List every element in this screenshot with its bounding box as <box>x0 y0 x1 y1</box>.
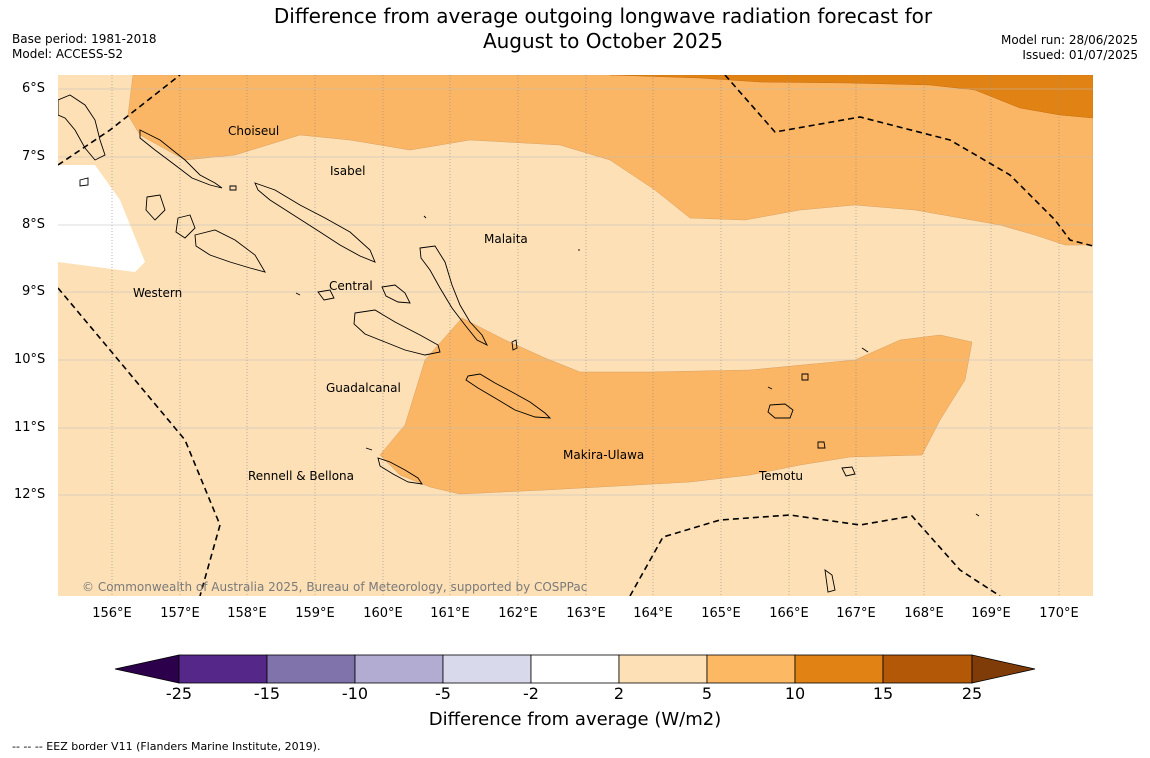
florida-islands <box>381 284 411 304</box>
lon-label-157e: 157°E <box>160 606 200 621</box>
region-label-rennell-bellona: Rennell & Bellona <box>248 469 355 483</box>
region-label-temotu: Temotu <box>759 469 804 483</box>
guadalcanal-island <box>353 309 441 356</box>
lat-label-12s: 12°S <box>14 487 46 502</box>
vella-lavella-island <box>145 194 166 221</box>
colorbar-segment-neg5-neg2 <box>442 654 532 684</box>
colorbar-segment-neg25-neg15 <box>178 654 268 684</box>
region-label-malaita: Malaita <box>484 232 528 246</box>
lat-label-9s: 9°S <box>22 284 46 299</box>
region-label-central: Central <box>329 279 373 293</box>
colorbar-segment-15-25 <box>882 654 973 684</box>
lat-label-7s: 7°S <box>22 149 46 164</box>
colorbar-segment-neg10-neg5 <box>354 654 444 684</box>
colorbar-segment-10-15 <box>794 654 884 684</box>
bougainville-coast <box>58 94 106 161</box>
small-island-2 <box>229 185 237 191</box>
base-period: Base period: 1981-2018 <box>12 32 157 46</box>
colorbar-segment-2-5 <box>618 654 708 684</box>
band-10-15-north <box>609 75 1093 119</box>
colorbar-tick-25: 25 <box>961 684 983 703</box>
near-average-patch <box>58 75 145 272</box>
new-georgia-island <box>175 214 196 239</box>
lon-label-169e: 169°E <box>971 606 1011 621</box>
eez-legend-note: -- -- -- EEZ border V11 (Flanders Marine… <box>12 740 321 753</box>
model-run: Model run: 28/06/2025 <box>1000 33 1138 47</box>
colorbar-extend-low <box>114 654 180 684</box>
colorbar-tick-neg25: -25 <box>165 684 193 703</box>
lon-label-166e: 166°E <box>769 606 809 621</box>
eez-border <box>58 75 1093 596</box>
reef-islands <box>801 373 809 381</box>
colorbar-tick-neg15: -15 <box>253 684 281 703</box>
colorbar-tick-5: 5 <box>701 684 713 703</box>
title-line-1: Difference from average outgoing longwav… <box>273 4 933 28</box>
colorbar-tick-neg10: -10 <box>341 684 369 703</box>
russell-islands <box>317 289 335 301</box>
lat-label-8s: 8°S <box>22 217 46 232</box>
small-island-6 <box>365 447 373 451</box>
meta-left: Base period: 1981-2018 Model: ACCESS-S2 <box>12 32 157 62</box>
small-island-3 <box>423 215 427 219</box>
isabel-island <box>254 182 376 263</box>
lon-label-156e: 156°E <box>92 606 132 621</box>
region-label-isabel: Isabel <box>330 164 366 178</box>
lon-label-161e: 161°E <box>430 606 470 621</box>
lon-label-168e: 168°E <box>904 606 944 621</box>
region-label-choiseul: Choiseul <box>228 124 280 138</box>
lat-label-11s: 11°S <box>14 420 46 435</box>
vanikoro-island <box>817 441 826 449</box>
tikopia-island <box>824 569 836 593</box>
meta-right: Model run: 28/06/2025 Issued: 01/07/2025 <box>1001 33 1138 63</box>
santa-cruz-island <box>767 403 794 419</box>
lat-label-10s: 10°S <box>14 352 46 367</box>
choiseul-island <box>139 129 223 189</box>
map-canvas <box>58 75 1093 596</box>
makira-island <box>465 373 552 419</box>
lon-label-159e: 159°E <box>295 606 335 621</box>
lon-label-158e: 158°E <box>227 606 267 621</box>
malaita-island <box>419 245 489 347</box>
coastlines <box>58 94 980 593</box>
duff-islands <box>861 347 869 353</box>
map-title: Difference from average outgoing longwav… <box>0 4 1150 54</box>
colorbar-tick-15: 15 <box>872 684 894 703</box>
colorbar-tick-2: 2 <box>613 684 625 703</box>
latitude-grid <box>58 88 1093 496</box>
lon-label-163e: 163°E <box>566 606 606 621</box>
title-line-2: August to October 2025 <box>482 29 724 53</box>
issued-date: Issued: 01/07/2025 <box>1022 48 1138 62</box>
lon-label-167e: 167°E <box>836 606 876 621</box>
ulawa-island <box>511 339 518 351</box>
lon-label-160e: 160°E <box>363 606 403 621</box>
lon-label-165e: 165°E <box>701 606 741 621</box>
colorbar-tick-10: 10 <box>784 684 806 703</box>
lat-label-6s: 6°S <box>22 81 46 96</box>
colorbar-segment-neg15-neg10 <box>266 654 356 684</box>
lon-label-162e: 162°E <box>498 606 538 621</box>
small-island-7 <box>975 513 980 517</box>
colorbar-tick-neg5: -5 <box>435 684 451 703</box>
lon-label-170e: 170°E <box>1039 606 1079 621</box>
small-island-5 <box>295 292 301 296</box>
utupua-island <box>841 466 856 477</box>
copyright-notice: © Commonwealth of Australia 2025, Bureau… <box>82 580 588 594</box>
map-area <box>58 75 1093 596</box>
lon-label-164e: 164°E <box>633 606 673 621</box>
colorbar-extend-high <box>971 654 1036 684</box>
western-islands <box>194 229 266 273</box>
colorbar-segment-neg2-2 <box>530 654 620 684</box>
colorbar-tick-neg2: -2 <box>523 684 539 703</box>
colorbar-label: Difference from average (W/m2) <box>428 709 722 730</box>
small-island-1 <box>79 177 89 187</box>
band-5-10-south <box>379 317 973 495</box>
rennell-island <box>377 457 423 485</box>
band-5-10-north <box>127 75 1093 246</box>
region-label-makira-ulawa: Makira-Ulawa <box>563 448 645 462</box>
small-island-8 <box>767 386 773 390</box>
colorbar-segment-5-10 <box>706 654 796 684</box>
model-name: Model: ACCESS-S2 <box>12 47 124 61</box>
region-label-western: Western <box>133 286 183 300</box>
region-label-guadalcanal: Guadalcanal <box>326 381 401 395</box>
